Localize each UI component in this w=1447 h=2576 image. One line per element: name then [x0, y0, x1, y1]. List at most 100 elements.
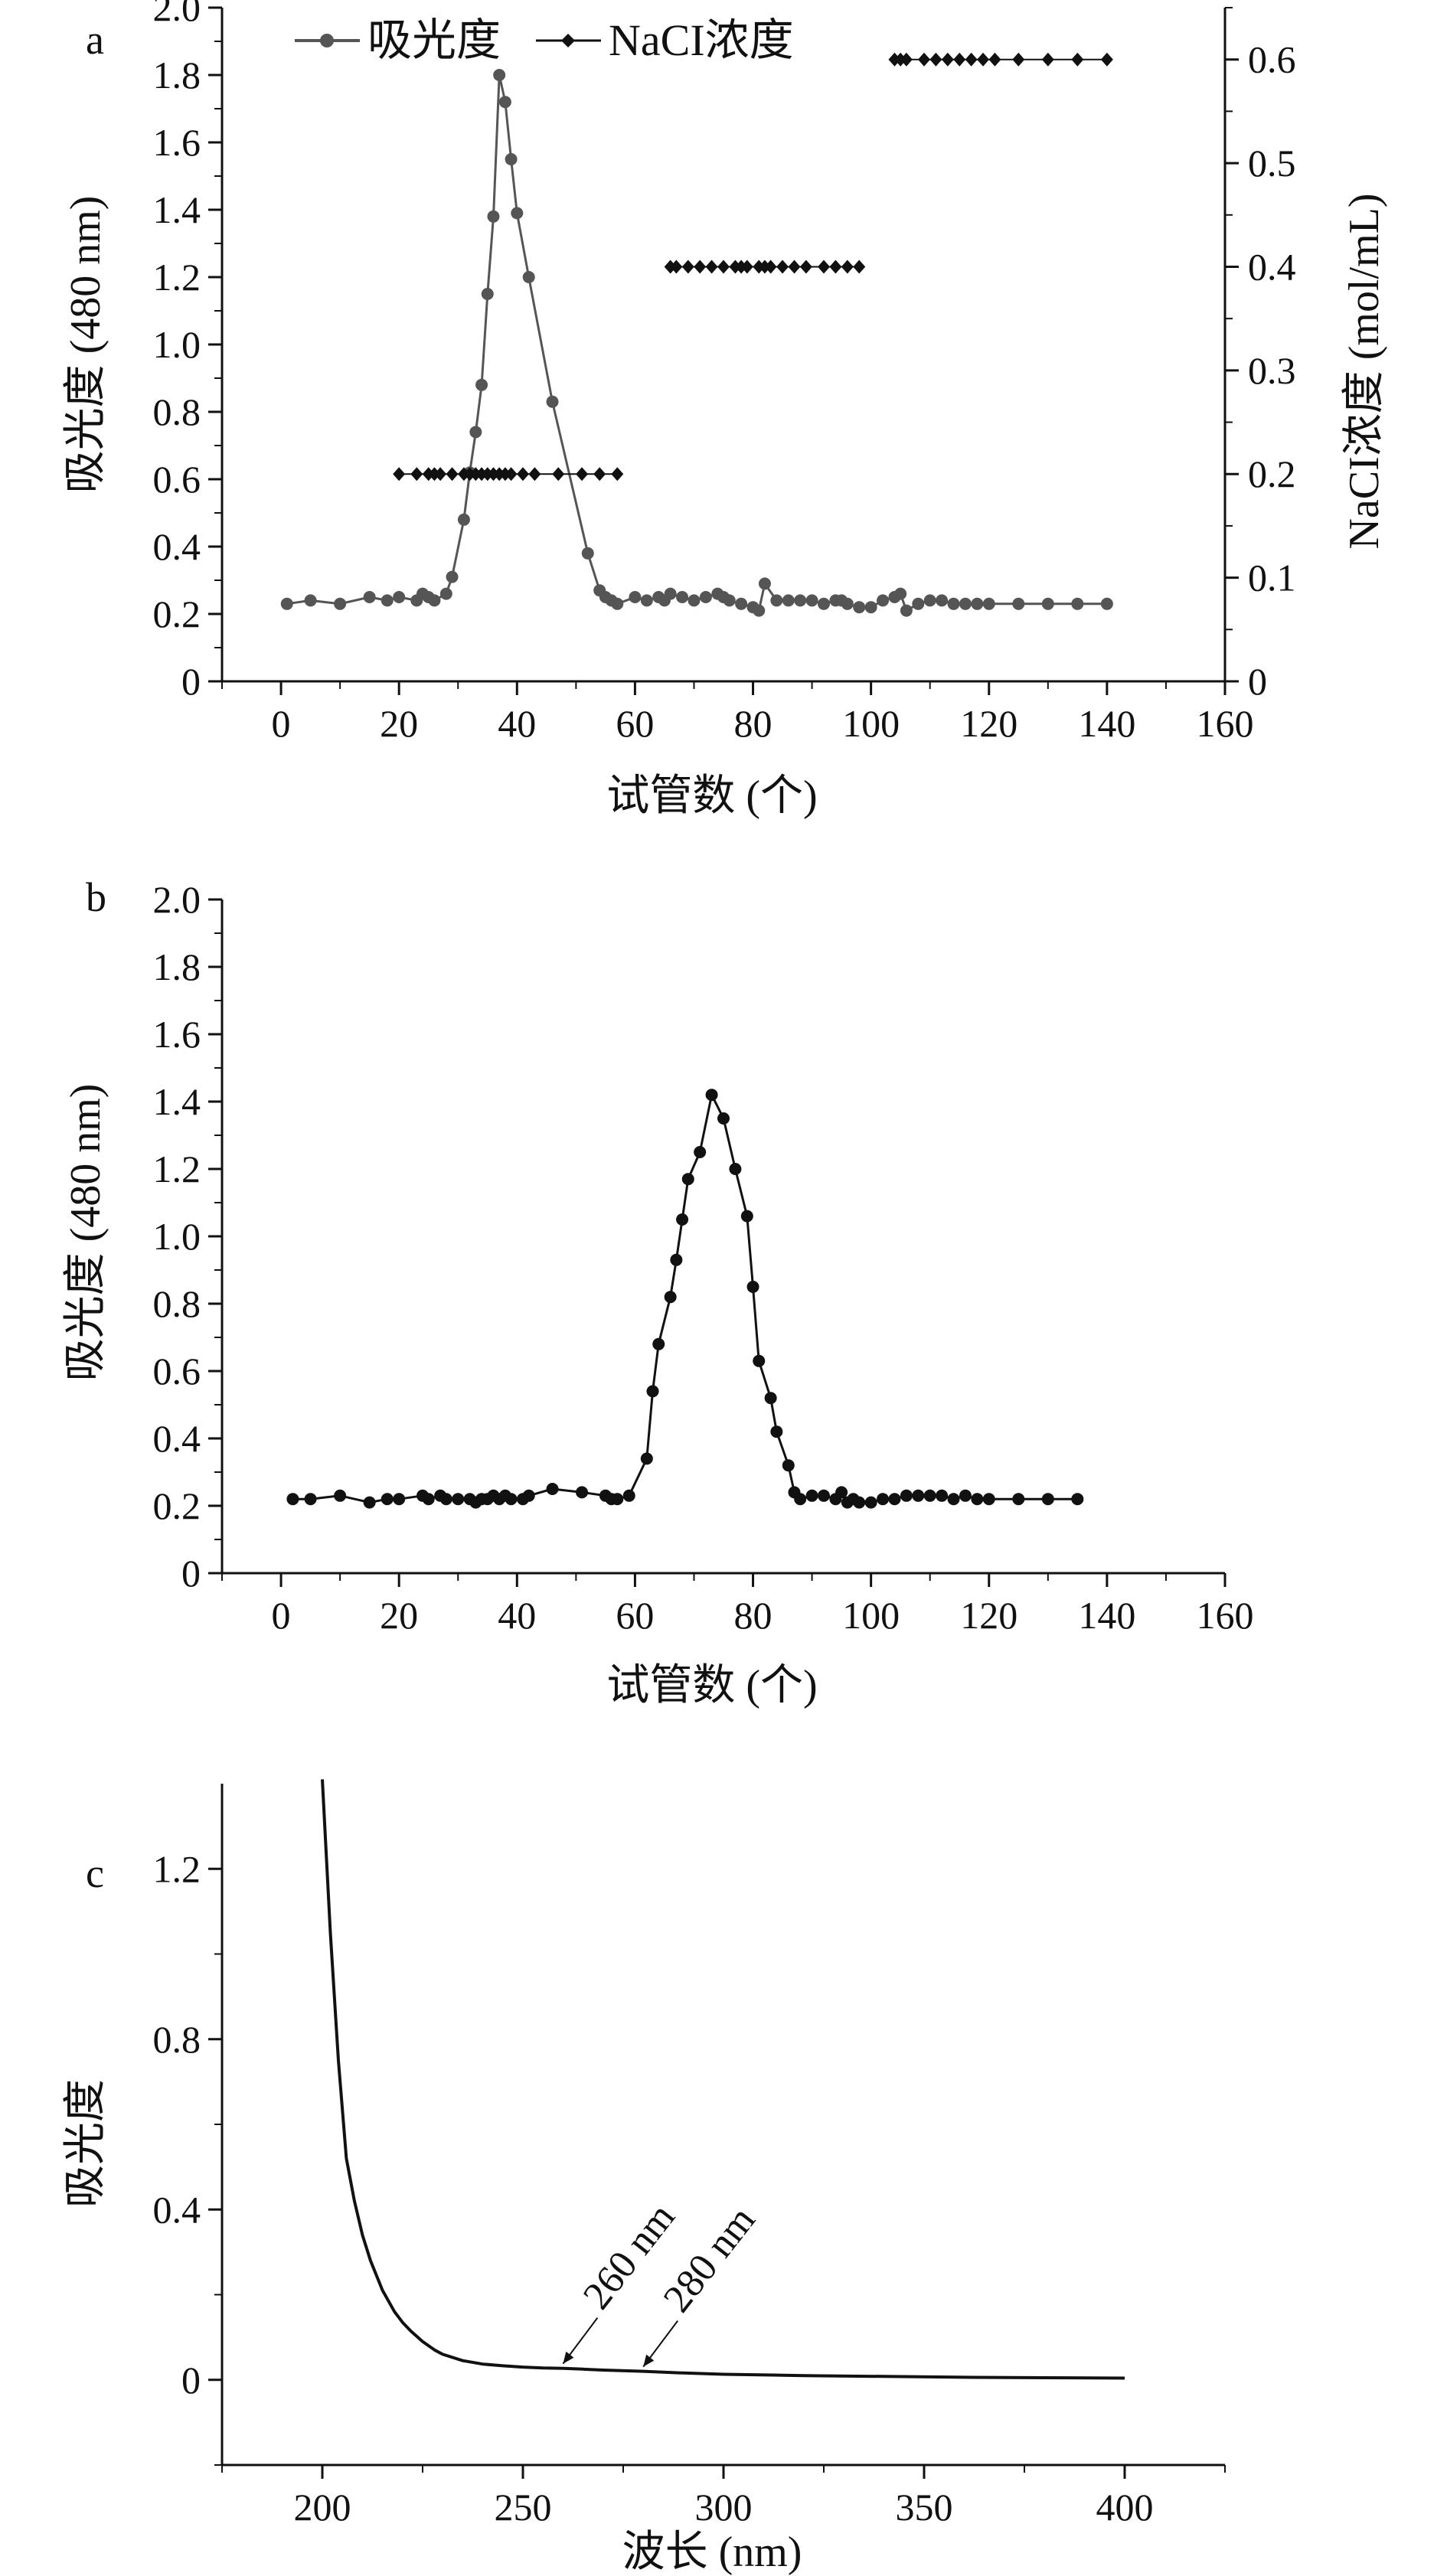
panel-b-plot: 0 20 40 60 80 100 120 140 160 0 0.2 0.4 0.6 0.8 1.0 1.2…: [153, 878, 1254, 1637]
panel-a-y-tick-label: 1.8: [153, 54, 201, 96]
panel-a-series-0-point: [805, 594, 818, 607]
panel-a-series-1-point: [1041, 52, 1054, 67]
panel-b-series-0-point: [729, 1163, 742, 1175]
panel-a-series-1-point: [799, 260, 812, 274]
panel-a-series-0-point: [457, 513, 470, 526]
panel-a-series-0-point: [971, 597, 984, 610]
panel-b-y-tick-label: 1.6: [153, 1013, 201, 1056]
panel-b-y-tick-label: 0.2: [153, 1484, 201, 1527]
panel-a-series-1-point: [788, 260, 801, 274]
panel-a-series-1-point: [694, 260, 707, 274]
panel-b: b 0 20 40 60 80 100 120 140 160 0 0.2 0.4 0.6 0.8 1.0 1…: [62, 874, 1254, 1709]
panel-a-series-1-point: [593, 467, 606, 482]
panel-a-series-1-point: [681, 260, 694, 274]
panel-a-series-0-point: [304, 594, 317, 607]
panel-c-x-axis-title: 波长 (nm): [622, 2529, 802, 2576]
panel-a-series-0-point: [947, 597, 960, 610]
panel-a-x-tick-label: 140: [1078, 702, 1135, 745]
panel-a-x-tick-label: 80: [734, 702, 772, 745]
panel-a-y-tick-label: 0: [181, 660, 201, 703]
panel-b-x-axis-title: 试管数 (个): [606, 1662, 817, 1709]
panel-b-series-0-point: [286, 1493, 299, 1506]
panel-a: a 0 20 40 60 80 100 120 140 16000.20.40.60.81.01…: [62, 0, 1388, 820]
panel-a-series-0-point: [877, 594, 890, 607]
panel-a-series-1-point: [670, 260, 683, 274]
panel-a-x-tick-label: 120: [960, 702, 1017, 745]
panel-b-series-0-point: [959, 1489, 972, 1502]
panel-a-y2-axis-title: NaCI浓度 (mol/mL): [1341, 193, 1388, 549]
panel-b-series-0-point: [971, 1493, 984, 1506]
panel-c-y-tick-label: 1.2: [153, 1847, 201, 1890]
panel-b-series-0-point: [576, 1486, 589, 1499]
panel-a-series-0-point: [428, 594, 441, 607]
panel-a-y-tick-label: 1.6: [153, 121, 201, 164]
panel-a-series-0-point: [446, 570, 459, 583]
panel-b-series-0-point: [947, 1493, 960, 1506]
panel-a-series-0-point: [770, 594, 783, 607]
panel-a-series-0-point: [853, 601, 866, 614]
panel-a-series-0-point: [794, 594, 807, 607]
panel-a-series-1-point: [988, 52, 1001, 67]
panel-c-annotation-arrowhead: [563, 2351, 574, 2364]
panel-a-series-0-point: [334, 597, 347, 610]
panel-b-x-tick-label: 120: [960, 1594, 1017, 1637]
panel-c-y-tick-label: 0.4: [153, 2188, 201, 2231]
panel-a-y-axis-title: 吸光度 (480 nm): [62, 196, 109, 494]
panel-a-series-1-point: [505, 467, 518, 482]
panel-a-series-1-point: [552, 467, 565, 482]
panel-b-series-0-point: [681, 1173, 694, 1186]
panel-c-x-tick-label: 350: [896, 2486, 953, 2529]
panel-b-series-0-point: [652, 1337, 665, 1350]
panel-a-series-1-point: [410, 467, 423, 482]
panel-b-series-0-point: [640, 1452, 653, 1465]
panel-a-series-1-point: [953, 52, 966, 67]
panel-a-series-1-point: [517, 467, 529, 482]
panel-b-series-0-point: [622, 1489, 635, 1502]
panel-a-series-0-point: [1012, 597, 1025, 610]
panel-b-series-0-point: [381, 1493, 394, 1506]
panel-a-y2-tick-label: 0.1: [1248, 557, 1296, 599]
panel-a-series-1-point: [818, 260, 830, 274]
panel-a-y2-tick-label: 0: [1248, 660, 1267, 703]
panel-a-series-0-point: [505, 153, 518, 165]
panel-b-series-0-point: [505, 1493, 518, 1506]
panel-a-series-0-point: [498, 96, 511, 109]
panel-a-series-0-point: [629, 591, 642, 603]
panel-a-series-0-point: [959, 597, 972, 610]
panel-a-series-0-point: [640, 594, 653, 607]
panel-b-x-tick-label: 100: [842, 1594, 900, 1637]
panel-b-series-0-point: [877, 1493, 890, 1506]
panel-b-series-0-point: [1071, 1493, 1084, 1506]
panel-a-series-0-point: [1071, 597, 1084, 610]
panel-b-series-0-point: [522, 1489, 535, 1502]
panel-b-y-tick-label: 1.8: [153, 945, 201, 988]
panel-a-x-tick-label: 0: [272, 702, 291, 745]
panel-a-y-tick-label: 0.6: [153, 458, 201, 501]
panel-a-series-0-point: [676, 591, 689, 603]
panel-a-series-0-point: [923, 594, 936, 607]
panel-a-series-0-point: [664, 587, 677, 600]
panel-b-series-0-point: [705, 1089, 718, 1102]
panel-a-series-0-point: [699, 591, 712, 603]
panel-a-y-tick-label: 2.0: [153, 0, 201, 29]
panel-a-series-0-point: [280, 597, 293, 610]
panel-a-series-0-point: [611, 597, 624, 610]
panel-b-x-tick-label: 160: [1197, 1594, 1254, 1637]
panel-a-y-tick-label: 1.4: [153, 188, 201, 231]
panel-b-series-0-point: [304, 1493, 317, 1506]
panel-a-series-0-point: [894, 587, 907, 600]
panel-a-series-0-point: [841, 597, 854, 610]
panel-b-series-0-point: [818, 1489, 830, 1502]
panel-a-series-1-point: [941, 52, 954, 67]
panel-c-x-tick-label: 300: [695, 2486, 753, 2529]
panel-c-y-tick-label: 0: [181, 2359, 201, 2401]
panel-a-series-1-point: [929, 52, 942, 67]
panel-c-x-tick-label: 250: [495, 2486, 552, 2529]
panel-b-series-0-point: [770, 1425, 783, 1438]
panel-a-series-1-point: [611, 467, 624, 482]
panel-a-x-tick-label: 60: [616, 702, 654, 745]
panel-a-series-0-line: [286, 73, 1107, 612]
panel-a-series-1-point: [829, 260, 842, 274]
panel-a-x-tick-label: 40: [498, 702, 536, 745]
